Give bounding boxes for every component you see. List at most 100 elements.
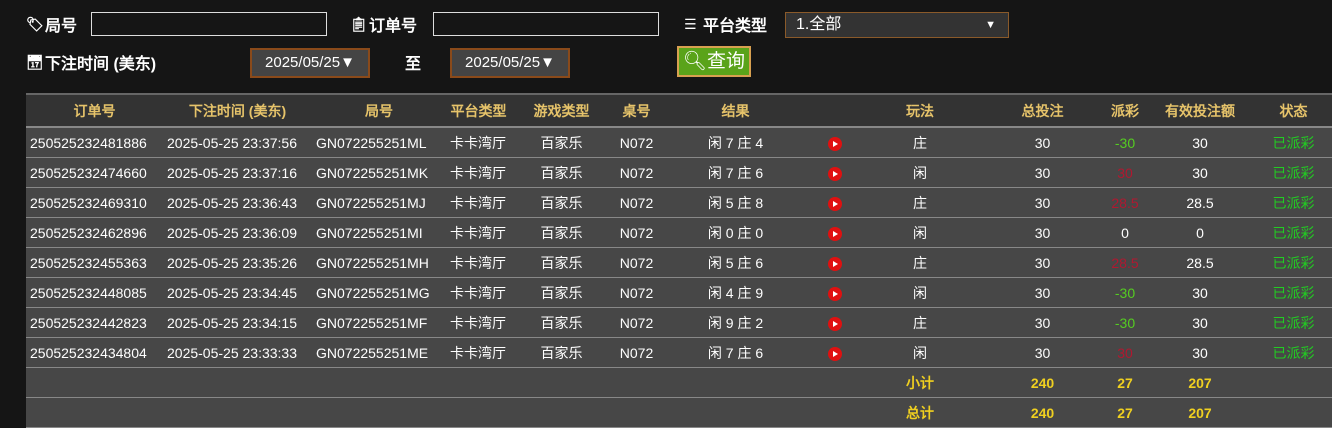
cell-valid: 30 [1145, 127, 1255, 158]
cell-status: 已派彩 [1255, 187, 1332, 218]
cell-game: 百家乐 [511, 307, 612, 338]
cell-game: 百家乐 [511, 217, 612, 248]
play-video-icon[interactable] [828, 286, 842, 301]
cell-valid: 0 [1145, 217, 1255, 248]
platform-value: 1.全部 [796, 16, 842, 33]
video-cell[interactable] [810, 337, 860, 368]
cell-bet: 30 [980, 277, 1105, 308]
order-filter-label: 📋︎ 订单号 [350, 12, 417, 36]
query-label: 查询 [707, 51, 746, 72]
cell-bet: 30 [980, 127, 1105, 158]
subtotal-payout: 27 [1105, 367, 1145, 398]
cell-bet: 30 [980, 187, 1105, 218]
total-payout: 27 [1105, 397, 1145, 428]
time-filter-label: 📅︎ 下注时间 (美东) [26, 50, 156, 74]
video-cell[interactable] [810, 157, 860, 188]
cell-bet: 30 [980, 337, 1105, 368]
cell-result: 闲 7 庄 6 [661, 157, 810, 188]
cell-platform: 卡卡湾厅 [446, 157, 511, 188]
cell-platform: 卡卡湾厅 [446, 337, 511, 368]
header-total-bet: 总投注 [980, 93, 1105, 128]
cell-round: GN072255251MF [312, 307, 446, 338]
cell-payout: -30 [1105, 277, 1145, 308]
cell-time: 2025-05-25 23:36:09 [163, 217, 312, 248]
cell-valid: 28.5 [1145, 187, 1255, 218]
subtotal-valid: 207 [1145, 367, 1255, 398]
cell-payout: -30 [1105, 127, 1145, 158]
query-button[interactable]: 🔍︎查询 [677, 46, 751, 77]
order-input[interactable] [433, 12, 659, 36]
header-status: 状态 [1255, 93, 1332, 128]
round-input[interactable] [91, 12, 327, 36]
cell-status: 已派彩 [1255, 217, 1332, 248]
table-row: 250525232474660 2025-05-25 23:37:16 GN0722… [26, 157, 1332, 188]
round-filter-label: 🏷︎ 局号 [26, 12, 77, 36]
play-video-icon[interactable] [828, 226, 842, 241]
cell-bet: 30 [980, 217, 1105, 248]
play-video-icon[interactable] [828, 196, 842, 211]
header-play: 玩法 [860, 93, 980, 128]
cell-time: 2025-05-25 23:37:56 [163, 127, 312, 158]
search-icon: 🔍︎ [682, 51, 708, 72]
cell-play: 闲 [860, 337, 980, 368]
cell-game: 百家乐 [511, 277, 612, 308]
cell-result: 闲 4 庄 9 [661, 277, 810, 308]
cell-result: 闲 7 庄 6 [661, 337, 810, 368]
header-table-no: 桌号 [612, 93, 661, 128]
cell-status: 已派彩 [1255, 277, 1332, 308]
calendar-icon: 📅︎ [26, 54, 44, 70]
clipboard-icon: 📋︎ [350, 16, 368, 32]
cell-payout: 0 [1105, 217, 1145, 248]
server-icon: ☰ [684, 16, 697, 32]
play-video-icon[interactable] [828, 316, 842, 331]
platform-select[interactable]: 1.全部 ▼ [785, 12, 1009, 38]
play-video-icon[interactable] [828, 166, 842, 181]
round-label: 局号 [45, 18, 78, 35]
play-video-icon[interactable] [828, 256, 842, 271]
video-cell[interactable] [810, 247, 860, 278]
cell-table: N072 [612, 337, 661, 368]
subtotal-cell [163, 367, 312, 398]
subtotal-cell [446, 367, 511, 398]
cell-status: 已派彩 [1255, 157, 1332, 188]
cell-result: 闲 5 庄 8 [661, 187, 810, 218]
cell-game: 百家乐 [511, 127, 612, 158]
date-to-picker[interactable]: 2025/05/25▼ [450, 48, 570, 78]
video-cell[interactable] [810, 127, 860, 158]
cell-round: GN072255251ME [312, 337, 446, 368]
video-cell[interactable] [810, 187, 860, 218]
total-cell [446, 397, 511, 428]
date-from-picker[interactable]: 2025/05/25▼ [250, 48, 370, 78]
header-payout: 派彩 [1105, 93, 1145, 128]
header-game-type: 游戏类型 [511, 93, 612, 128]
cell-order: 250525232448085 [26, 277, 163, 308]
play-video-icon[interactable] [828, 346, 842, 361]
cell-platform: 卡卡湾厅 [446, 217, 511, 248]
cell-order: 250525232481886 [26, 127, 163, 158]
video-cell[interactable] [810, 277, 860, 308]
cell-table: N072 [612, 187, 661, 218]
order-label: 订单号 [369, 18, 418, 35]
total-cell [810, 397, 860, 428]
total-row: 总计 240 27 207 [26, 397, 1332, 428]
header-valid-bet: 有效投注额 [1145, 93, 1255, 128]
cell-valid: 30 [1145, 277, 1255, 308]
total-bet: 240 [980, 397, 1105, 428]
cell-game: 百家乐 [511, 157, 612, 188]
cell-order: 250525232455363 [26, 247, 163, 278]
subtotal-cell [661, 367, 810, 398]
cell-play: 庄 [860, 247, 980, 278]
cell-time: 2025-05-25 23:34:45 [163, 277, 312, 308]
video-cell[interactable] [810, 217, 860, 248]
video-cell[interactable] [810, 307, 860, 338]
cell-valid: 30 [1145, 157, 1255, 188]
cell-play: 庄 [860, 307, 980, 338]
table-row: 250525232434804 2025-05-25 23:33:33 GN0722… [26, 337, 1332, 368]
cell-platform: 卡卡湾厅 [446, 307, 511, 338]
cell-play: 闲 [860, 157, 980, 188]
total-cell [26, 397, 163, 428]
play-video-icon[interactable] [828, 136, 842, 151]
cell-table: N072 [612, 157, 661, 188]
cell-status: 已派彩 [1255, 337, 1332, 368]
cell-platform: 卡卡湾厅 [446, 127, 511, 158]
